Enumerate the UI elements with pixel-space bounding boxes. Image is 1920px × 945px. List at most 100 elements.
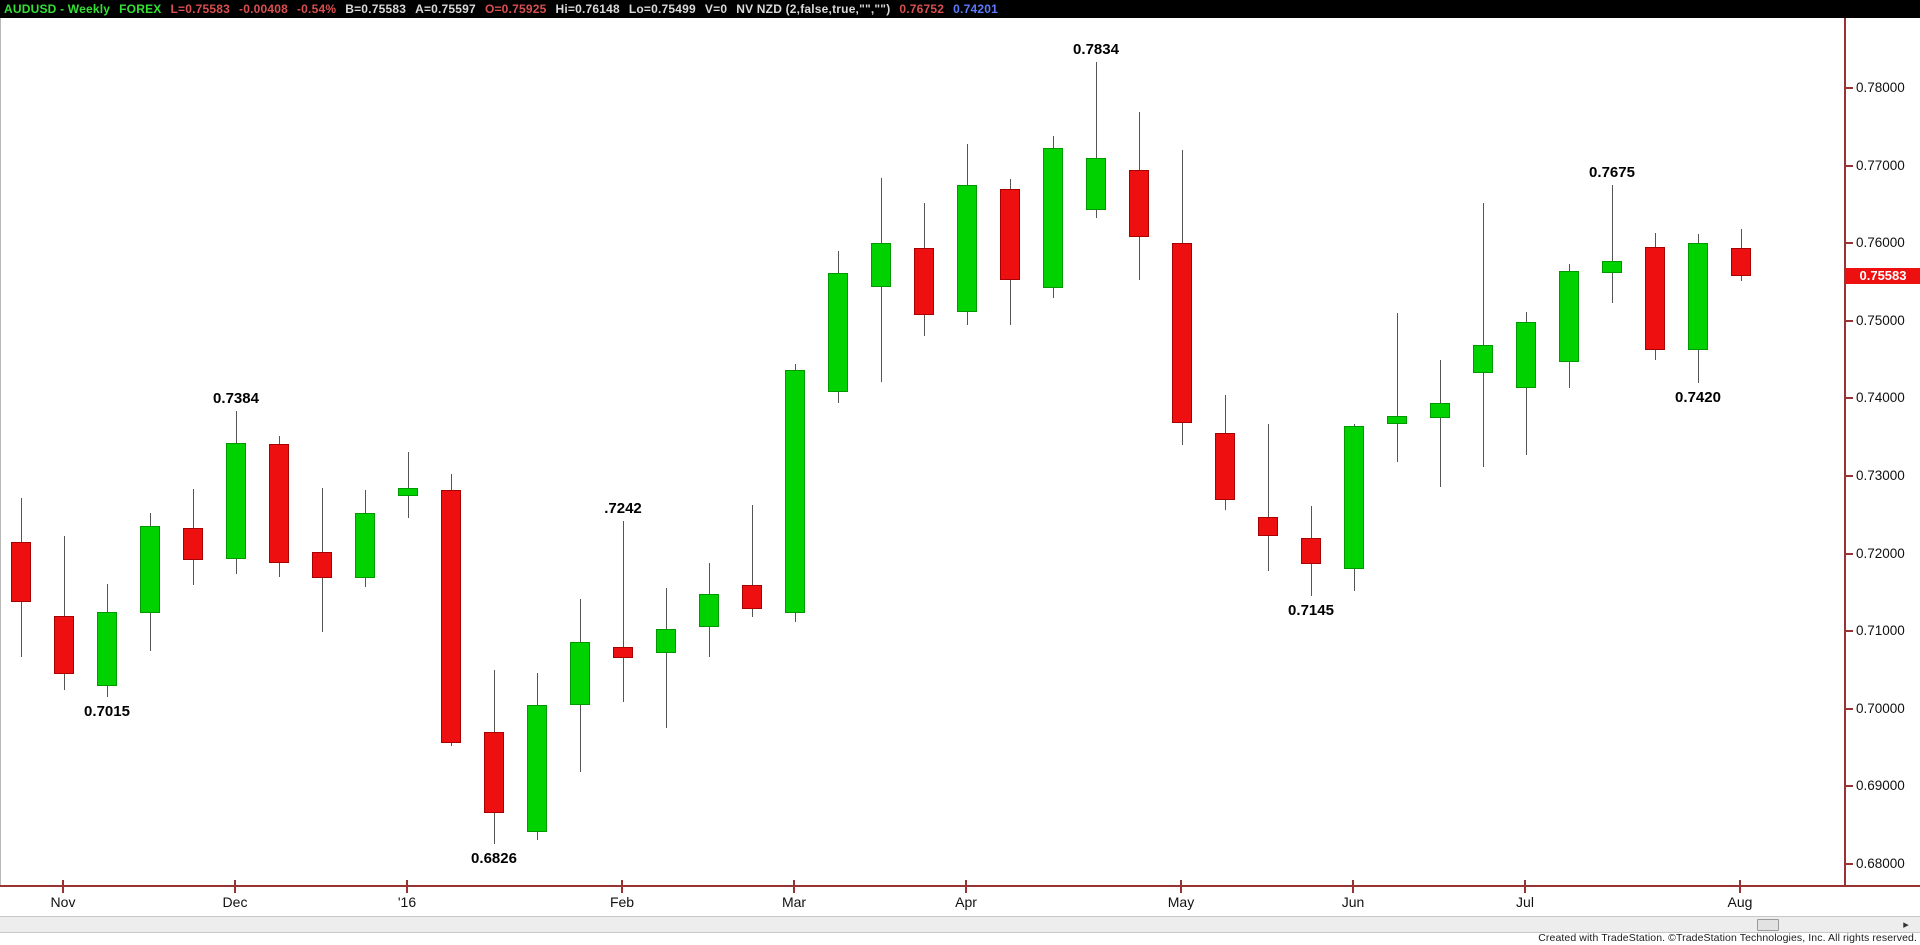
- quote-header-segment: NV NZD (2,false,true,"",""): [736, 2, 891, 16]
- candle-body: [269, 444, 289, 563]
- candle-wick: [1482, 202, 1484, 467]
- candle-body: [1430, 403, 1450, 418]
- price-annotation: 0.7834: [1073, 40, 1119, 58]
- candle-wick: [1095, 61, 1097, 219]
- y-axis-label: 0.76000: [1856, 235, 1905, 251]
- candle-body: [355, 513, 375, 578]
- y-axis-label: 0.68000: [1856, 856, 1905, 871]
- y-axis-label: 0.78000: [1856, 80, 1905, 95]
- candle-body: [97, 611, 117, 687]
- quote-header-segment: O=0.75925: [484, 2, 547, 16]
- candle-body: [183, 527, 203, 560]
- candle-wick: [1267, 424, 1269, 571]
- candle-body: [1043, 147, 1063, 289]
- candle-body: [957, 185, 977, 313]
- x-axis-tick: [1180, 880, 1182, 893]
- y-axis-label: 0.69000: [1856, 778, 1905, 794]
- candle-body: [828, 272, 848, 393]
- x-axis-tick: [793, 880, 795, 893]
- x-axis-tick: [62, 880, 64, 893]
- y-axis-label: 0.77000: [1856, 157, 1905, 173]
- candle-body: [1129, 170, 1149, 237]
- candle-body: [527, 704, 547, 833]
- x-axis-label: Feb: [609, 894, 635, 910]
- x-axis-tick: [621, 880, 623, 893]
- candle-wick: [63, 535, 65, 691]
- horizontal-scrollbar[interactable]: ▸: [0, 916, 1920, 933]
- scrollbar-thumb[interactable]: [1757, 919, 1779, 931]
- candle-body: [398, 487, 418, 497]
- candle-body: [1602, 261, 1622, 273]
- quote-header-segment: A=0.75597: [415, 2, 476, 16]
- candle-body: [441, 489, 461, 743]
- candle-wick: [751, 504, 753, 618]
- candle-body: [1516, 322, 1536, 389]
- candle-body: [312, 552, 332, 578]
- candle-body: [785, 369, 805, 614]
- y-axis-line: [1844, 18, 1846, 886]
- chart-plot-area[interactable]: 0.7015 0.7384 0.6826 .7242 0.7834 0.7145 0.767…: [0, 18, 1845, 886]
- candle-body: [1473, 344, 1493, 373]
- scrollbar-right-arrow-icon[interactable]: ▸: [1903, 919, 1909, 931]
- x-axis-label: Jun: [1341, 894, 1365, 910]
- x-axis-tick: [234, 880, 236, 893]
- candle-body: [742, 584, 762, 609]
- candle-body: [570, 642, 590, 705]
- candle-wick: [1439, 360, 1441, 487]
- x-axis-tick: [406, 880, 408, 893]
- candle-body: [484, 732, 504, 813]
- x-axis-label: '16: [397, 894, 417, 910]
- x-axis-tick: [1739, 880, 1741, 893]
- candle-body: [871, 243, 891, 287]
- candle-body: [226, 442, 246, 560]
- candle-body: [1731, 247, 1751, 276]
- candle-body: [1215, 433, 1235, 501]
- y-axis-tick: [1845, 242, 1853, 245]
- price-annotation: 0.7420: [1675, 388, 1721, 406]
- x-axis-label: Apr: [955, 894, 977, 910]
- price-annotation: 0.7675: [1589, 164, 1635, 181]
- candle-wick: [407, 451, 409, 518]
- y-axis-label: 0.70000: [1856, 700, 1905, 716]
- quote-header-segment: AUDUSD - Weekly: [4, 2, 111, 16]
- candle-body: [1000, 188, 1020, 280]
- quote-header-segment: 0.74201: [953, 2, 998, 16]
- quote-header-segment: -0.54%: [296, 2, 337, 16]
- candle-wick: [622, 521, 624, 702]
- candle-body: [1559, 271, 1579, 362]
- quote-header-bar: AUDUSD - Weekly FOREX L=0.75583 -0.00408 -0.…: [0, 0, 1920, 18]
- x-axis-label: Mar: [781, 894, 807, 910]
- x-axis-label: Aug: [1727, 894, 1753, 910]
- x-axis-label: Jul: [1516, 894, 1534, 910]
- x-axis-line: [0, 885, 1920, 887]
- candle-body: [1344, 425, 1364, 570]
- price-annotation: .7242: [604, 500, 642, 517]
- y-axis-tick: [1845, 87, 1853, 89]
- y-axis-label: 0.73000: [1856, 468, 1905, 483]
- quote-header-segment: B=0.75583: [345, 2, 407, 16]
- quote-header-segment: -0.00408: [239, 2, 288, 16]
- y-axis-tick: [1845, 475, 1853, 477]
- candle-body: [656, 628, 676, 653]
- candle-body: [11, 541, 31, 602]
- candle-wick: [1396, 313, 1398, 463]
- y-axis-tick: [1845, 707, 1853, 710]
- y-axis-label: 0.75000: [1856, 312, 1905, 328]
- candle-body: [699, 593, 719, 628]
- y-axis-tick: [1845, 319, 1853, 322]
- y-axis-label: 0.71000: [1856, 623, 1905, 639]
- quote-header-segment: 0.76752: [899, 2, 945, 16]
- y-axis-tick: [1845, 630, 1853, 633]
- price-annotation: 0.6826: [471, 849, 517, 867]
- copyright-text: Created with TradeStation. ©TradeStation…: [1538, 932, 1917, 944]
- candle-body: [1645, 247, 1665, 351]
- x-axis-label: Dec: [222, 894, 248, 910]
- y-axis-tick: [1845, 552, 1853, 555]
- y-axis-tick: [1845, 863, 1853, 865]
- candle-body: [613, 646, 633, 659]
- quote-header-segment: FOREX: [119, 2, 162, 16]
- candle-body: [1301, 538, 1321, 564]
- last-price-box: 0.75583: [1846, 267, 1920, 284]
- y-axis-tick: [1845, 785, 1853, 788]
- y-axis-label: 0.72000: [1856, 545, 1905, 561]
